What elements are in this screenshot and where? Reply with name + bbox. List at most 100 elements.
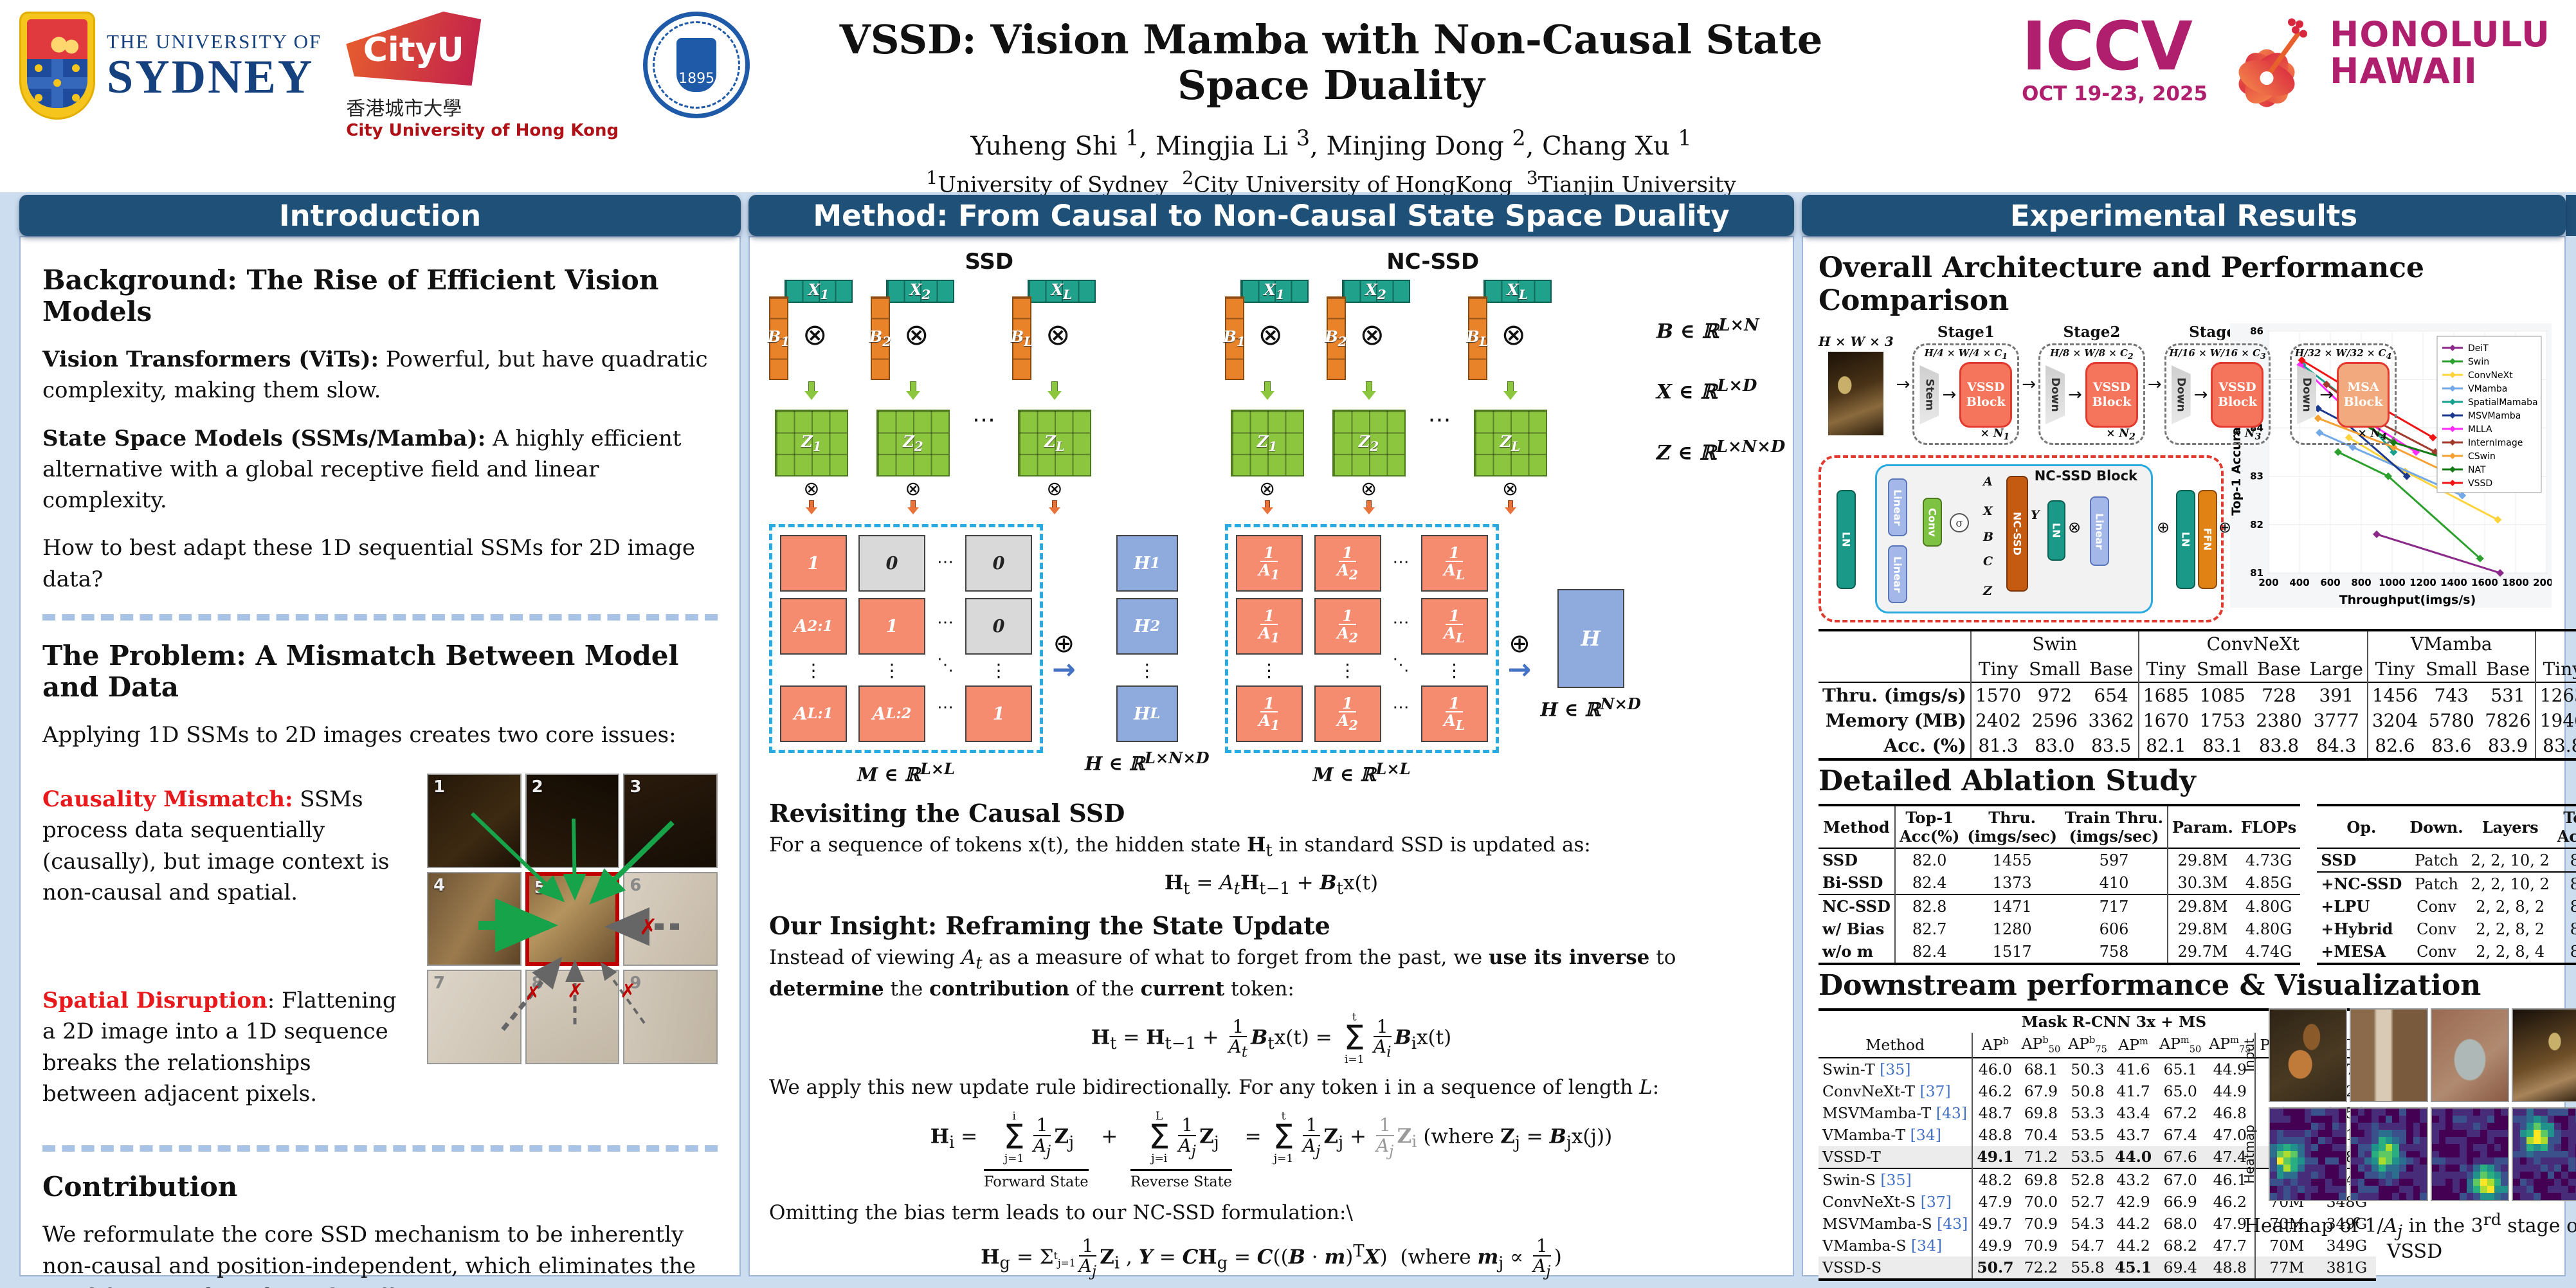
conv-block: Conv <box>1923 498 1942 547</box>
heatmap-3 <box>2431 1107 2509 1201</box>
add-icon: ⊕ <box>2157 518 2170 536</box>
multiply-icon: ⊗ <box>2068 518 2082 536</box>
m-matrix: 1 A 2:1 ⋮ A L:1 0 1 ⋮ A L:2 ⋯ ⋯ ⋱ ⋯ 0 0 ⋮ 1 <box>769 524 1043 753</box>
h-matrix: H 1 H 2 ⋮ H L <box>1116 535 1178 742</box>
results-section-header: Experimental Results <box>1802 195 2566 236</box>
svg-text:600: 600 <box>2320 577 2340 588</box>
signal-z: Z <box>1983 584 1992 598</box>
svg-text:800: 800 <box>2351 577 2371 588</box>
dimension-labels: B ∈ ℝL×N X ∈ ℝL×D Z ∈ ℝL×N×D <box>1656 316 1786 464</box>
contribution-title: Contribution <box>42 1171 238 1203</box>
authors: Yuheng Shi 1, Mingjia Li 3, Minjing Dong… <box>970 125 1692 161</box>
ssm-paragraph: State Space Models (SSMs/Mamba): A highl… <box>42 425 682 514</box>
svg-text:1600: 1600 <box>2471 577 2498 588</box>
image-patch-1: 1 <box>427 774 522 868</box>
tianjin-university-logo: 1895 <box>643 12 750 118</box>
svg-text:200: 200 <box>2258 577 2278 588</box>
token-column: X2 B2 ⊗ Z2 ⊗ <box>1325 280 1411 520</box>
ablation-table-right: Op.Down.LayersTop-1Acc(%)#Params.FLOPs(G… <box>2317 804 2576 965</box>
results-panel: Overall Architecture and Performance Com… <box>1802 236 2576 1281</box>
table-row: Memory (MB) 2402 2596 3362 1670 1753 2380 3777 3… <box>1819 708 2576 733</box>
revisit-text: For a sequence of tokens x(t), the hidde… <box>769 833 1591 860</box>
image-patch-9: 9 <box>623 970 718 1065</box>
usyd-logo: THE UNIVERSITY OF SYDNEY <box>19 12 322 120</box>
table-row: w/o m 82.4 1517 758 29.7M 4.74G <box>1819 940 2300 964</box>
iccv-state: HAWAII <box>2330 50 2478 91</box>
downstream-title: Downstream performance & Visualization <box>1819 969 2481 1002</box>
table-row: Thru. (imgs/s) 1570 972 654 1685 1085 728 391 14… <box>1819 682 2576 708</box>
ncssd-op-block: NC-SSD <box>2006 476 2028 592</box>
insight-title: Our Insight: Reframing the State Update <box>769 911 1330 941</box>
question-paragraph: How to best adapt these 1D sequential SS… <box>42 535 695 592</box>
heatmap-2 <box>2350 1107 2428 1201</box>
iccv-wordmark: ICCV <box>2022 7 2193 86</box>
bidirectional-text: We apply this new update rule bidirectio… <box>769 1076 1660 1100</box>
linear-block: Linear <box>1888 545 1907 603</box>
svg-text:1000: 1000 <box>2379 577 2406 588</box>
table-row: NC-SSD 82.8 1471 717 29.8M 4.80G <box>1819 894 2301 918</box>
table-row: VSSD-S 50.7 72.2 55.8 45.1 69.4 48.8 77M 381G <box>1819 1256 2376 1280</box>
method-panel: SSD X1 B1 ⊗ Z1 ⊗ X2 B2 ⊗ Z2 ⊗ ⋯ XL BL ⊗ ZL ⊗ 1 A 2:1 ⋮ A L:1 0 1… <box>748 236 1794 1279</box>
svg-text:VMamba: VMamba <box>2468 384 2507 394</box>
ablation-table-left: Method Top-1 Acc(%) Thru. (imgs/sec) Train Th… <box>1819 804 2301 965</box>
ablation-title: Detailed Ablation Study <box>1819 765 2196 797</box>
insight-text: Instead of viewing At as a measure of wh… <box>769 946 1676 1001</box>
intro-section-header: Introduction <box>19 195 741 236</box>
intro-panel: Background: The Rise of Efficient Vision… <box>19 236 741 1288</box>
tianjin-seal-year: 1895 <box>676 38 717 92</box>
dashed-divider <box>42 613 718 621</box>
svg-text:InternImage: InternImage <box>2468 438 2523 448</box>
svg-text:VSSD: VSSD <box>2468 478 2492 489</box>
svg-text:400: 400 <box>2289 577 2309 588</box>
token-column: XL BL ⊗ ZL ⊗ <box>1466 280 1553 520</box>
problem-title: The Problem: A Mismatch Between Model an… <box>42 639 679 703</box>
svg-text:MLLA: MLLA <box>2468 424 2492 435</box>
contribution-p1: We reformulate the core SSD mechanism to… <box>42 1222 696 1288</box>
omit-text: Omitting the bias term leads to our NC-S… <box>769 1201 1353 1225</box>
cityu-english-name: City University of Hong Kong <box>346 121 619 140</box>
heatmap-4 <box>2512 1107 2576 1201</box>
formula-ncssd: Hg = Σtj=1 1 Aj Zi , Y = CHg = C((B · m)TX)… <box>981 1235 1562 1280</box>
table-row: SSD 82.0 1455 597 29.8M 4.73G <box>1819 848 2300 871</box>
ssd-diagram-group: SSD X1 B1 ⊗ Z1 ⊗ X2 B2 ⊗ Z2 ⊗ ⋯ XL BL ⊗ ZL ⊗ 1 A 2:1 ⋮ A L:1 0 1… <box>767 249 1210 786</box>
input-image-1 <box>2269 1008 2347 1102</box>
heatmap-1 <box>2269 1107 2347 1201</box>
token-column: X1 B1 ⊗ Z1 ⊗ <box>768 280 854 520</box>
background-title: Background: The Rise of Efficient Vision… <box>42 264 659 327</box>
svg-text:Throughput(imgs/s): Throughput(imgs/s) <box>2339 593 2476 607</box>
input-image-4 <box>2512 1008 2576 1102</box>
token-column: X1 B1 ⊗ Z1 ⊗ <box>1223 280 1310 520</box>
image-patch-8: 8 <box>525 970 620 1065</box>
ln-block: LN <box>2176 490 2195 589</box>
performance-table: SwinConvNeXtVMambaVSSDTinySmallBaseTinyS… <box>1819 629 2576 761</box>
right-edge-decoration <box>2566 195 2576 236</box>
svg-text:86: 86 <box>2250 325 2263 337</box>
affiliations: 1University of Sydney 2City University o… <box>926 167 1736 198</box>
image-patch-2: 2 <box>525 774 620 868</box>
table-row: MSVMamba-S [43] 49.7 70.9 54.3 44.2 68.0 47.9 7… <box>1819 1212 2376 1235</box>
ncssd-diagram-group: NC-SSD X1 B1 ⊗ Z1 ⊗ X2 B2 ⊗ Z2 ⊗ ⋯ XL BL ⊗ ZL ⊗ 1 A1 1 A1 ⋮ 1 A… <box>1223 249 1641 786</box>
revisit-title: Revisiting the Causal SSD <box>769 798 1125 828</box>
title-block: VSSD: Vision Mamba with Non-Causal State… <box>778 17 1884 197</box>
linear-block: Linear <box>2090 496 2109 566</box>
usyd-name-line2: SYDNEY <box>107 51 314 104</box>
table-row: Acc. (%) 81.3 83.0 83.5 82.1 83.1 83.8 84.3 82.6… <box>1819 733 2576 759</box>
usyd-shield-icon <box>19 12 95 120</box>
vit-paragraph: Vision Transformers (ViTs): Powerful, bu… <box>42 347 708 404</box>
signal-c: C <box>1983 554 1993 568</box>
ln-block: LN <box>1837 490 1856 589</box>
token-column: X2 B2 ⊗ Z2 ⊗ <box>869 280 956 520</box>
hibiscus-flower-icon <box>2238 18 2308 107</box>
arch-stage1: Stage1 H/4 × W/4 × C1 Stem → VSSD Block × N1 <box>1912 323 2020 445</box>
signal-a: A <box>1983 475 1993 489</box>
input-image-3 <box>2431 1008 2509 1102</box>
ln-block: LN <box>2047 500 2065 561</box>
arch-input-image: H × W × 3 <box>1819 334 1894 435</box>
dashed-divider <box>42 1145 718 1152</box>
svg-text:ConvNeXt: ConvNeXt <box>2468 370 2513 381</box>
